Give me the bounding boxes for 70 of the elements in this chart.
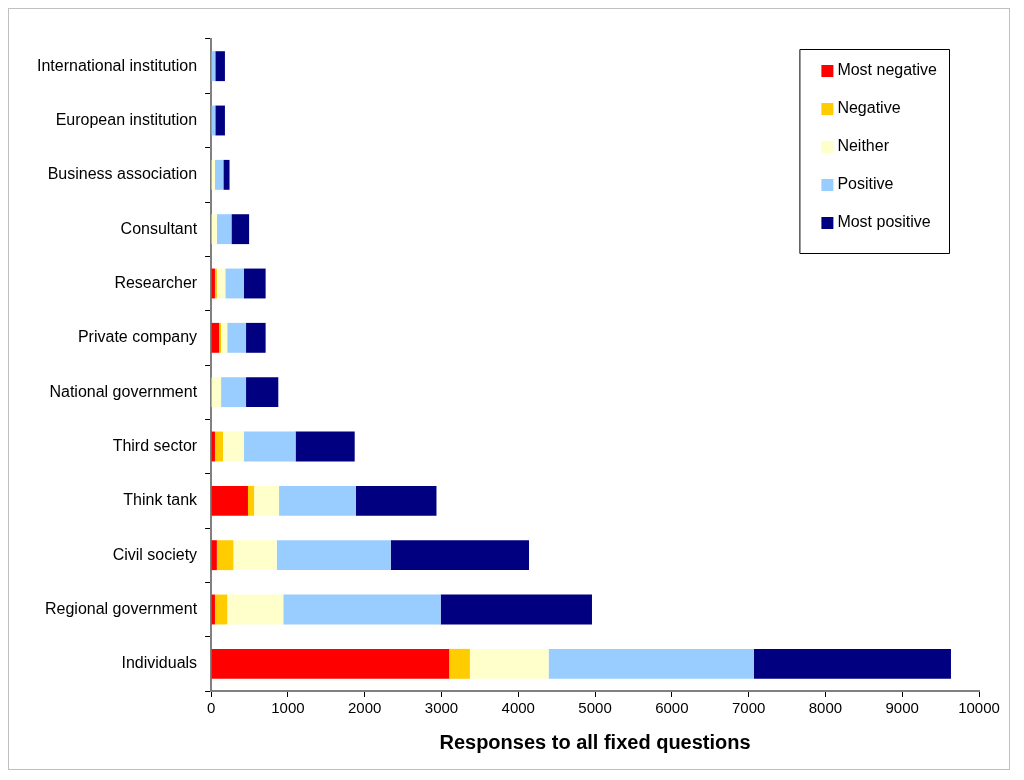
y-tick-label: Think tank: [123, 491, 199, 509]
bar: [211, 540, 217, 571]
y-tick-label: Third sector: [112, 436, 198, 454]
y-tick-label: Consultant: [120, 219, 198, 237]
bar: [279, 485, 356, 516]
y-tick-label: International institution: [36, 56, 198, 74]
x-tick-label: 7000: [731, 699, 766, 717]
y-tick-label: Regional government: [45, 599, 198, 617]
bar: [295, 431, 355, 462]
x-tick-label: 3000: [424, 699, 459, 717]
bar: [283, 594, 441, 625]
y-tick-label: National government: [49, 382, 198, 400]
bar: [223, 159, 230, 190]
bar: [247, 485, 255, 516]
x-tick-label: 0: [206, 699, 216, 717]
bar: [215, 105, 225, 136]
x-tick-label: 6000: [655, 699, 689, 717]
bar: [211, 377, 222, 408]
bar: [221, 377, 247, 408]
bar: [449, 648, 470, 679]
legend-label: Most negative: [837, 61, 938, 79]
bar: [216, 268, 226, 299]
bar: [246, 377, 279, 408]
bar: [231, 214, 250, 245]
bar: [214, 159, 224, 190]
y-tick-label: Civil society: [112, 545, 198, 563]
bar: [216, 540, 234, 571]
bar: [225, 268, 244, 299]
bar: [227, 594, 284, 625]
bar: [211, 485, 248, 516]
bar: [211, 214, 217, 245]
bar: [548, 648, 755, 679]
bar: [214, 594, 228, 625]
bar: [211, 648, 450, 679]
x-tick-label: 4000: [501, 699, 535, 717]
y-tick-label: Private company: [77, 328, 198, 346]
legend-label: Negative: [837, 99, 901, 117]
bar: [211, 322, 220, 353]
bar: [754, 648, 951, 679]
bar: [243, 431, 296, 462]
bar: [355, 485, 437, 516]
bar: [390, 540, 530, 571]
x-tick-label: 10000: [958, 699, 1000, 717]
y-tick-label: Business association: [47, 165, 198, 183]
legend-label: Neither: [837, 137, 890, 155]
x-tick-label: 2000: [347, 699, 382, 717]
bar: [440, 594, 592, 625]
bar: [214, 431, 223, 462]
bar: [246, 322, 266, 353]
bar: [216, 214, 232, 245]
bar: [276, 540, 391, 571]
bar: [469, 648, 549, 679]
y-tick-label: Researcher: [114, 273, 198, 291]
bar: [254, 485, 280, 516]
bar: [233, 540, 277, 571]
y-tick-label: Individuals: [121, 654, 198, 672]
bar: [215, 51, 225, 82]
x-tick-label: 9000: [885, 699, 919, 717]
x-tick-label: 1000: [271, 699, 305, 717]
bar: [223, 431, 244, 462]
y-tick-label: European institution: [55, 110, 198, 128]
bar: [227, 322, 247, 353]
bar: [243, 268, 266, 299]
bar: [211, 159, 215, 190]
bar: [221, 322, 228, 353]
legend-label: Most positive: [837, 213, 931, 231]
x-axis-title: Responses to all fixed questions: [439, 730, 751, 753]
x-tick-label: 8000: [808, 699, 843, 717]
legend-label: Positive: [837, 175, 894, 193]
x-tick-label: 5000: [578, 699, 612, 717]
